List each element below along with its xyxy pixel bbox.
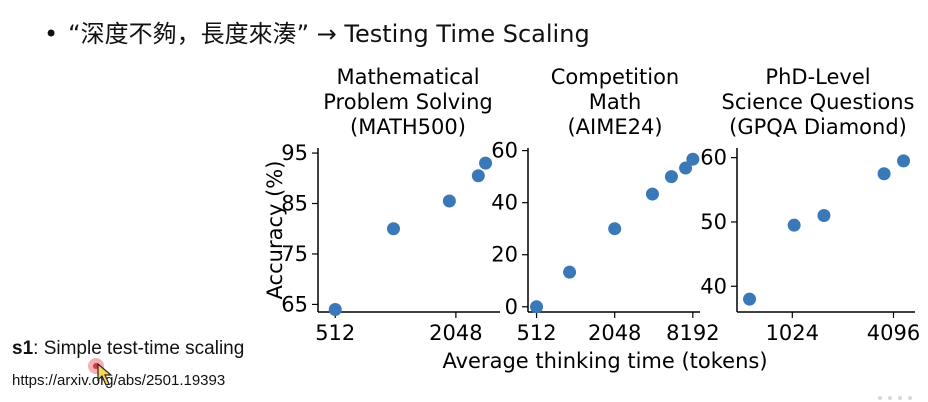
shared-x-axis-label: Average thinking time (tokens) (442, 349, 767, 373)
y-tick-label: 40 (700, 274, 727, 298)
data-point (787, 218, 801, 232)
data-point (471, 169, 485, 183)
pagination-dots-icon (878, 396, 912, 400)
y-tick-label: 60 (700, 146, 727, 170)
y-tick-label: 65 (281, 292, 308, 316)
chart-title-line: (GPQA Diamond) (729, 115, 907, 139)
data-point (686, 152, 700, 166)
x-tick-label: 1024 (766, 321, 819, 345)
slide-title: • “深度不夠，長度來湊” → Testing Time Scaling (44, 14, 590, 49)
data-point (608, 222, 622, 236)
chart-title-line: (MATH500) (350, 115, 466, 139)
bullet: • (44, 20, 59, 48)
data-point (645, 187, 659, 201)
y-tick-label: 50 (700, 210, 727, 234)
data-point (563, 265, 577, 279)
reference-label: s1: Simple test-time scaling (12, 338, 244, 360)
x-tick-label: 512 (315, 321, 355, 345)
data-point (743, 292, 757, 306)
y-tick-label: 20 (491, 243, 518, 267)
reference-name: s1 (12, 338, 34, 359)
y-tick-label: 0 (505, 295, 518, 319)
data-point (530, 300, 544, 314)
y-tick-label: 85 (281, 192, 308, 216)
chart-title-line: Science Questions (722, 90, 915, 114)
x-tick-label: 512 (516, 321, 556, 345)
x-tick-label: 2048 (588, 321, 641, 345)
data-point (386, 222, 400, 236)
title-text: “深度不夠，長度來湊” → Testing Time Scaling (68, 20, 590, 48)
data-point (328, 302, 342, 316)
y-tick-label: 75 (281, 242, 308, 266)
chart-title-line: Mathematical (336, 65, 479, 89)
data-point (442, 194, 456, 208)
chart-title-line: (AIME24) (567, 115, 662, 139)
reference-description: : Simple test-time scaling (33, 338, 245, 359)
data-point (664, 170, 678, 184)
x-tick-label: 4096 (867, 321, 920, 345)
y-axis-label: Accuracy (%) (263, 161, 287, 300)
chart-title-line: Math (589, 90, 642, 114)
chart-title-line: PhD-Level (765, 65, 870, 89)
data-point (877, 167, 891, 181)
data-point (817, 209, 831, 223)
reference-url[interactable]: https://arxiv.org/abs/2501.19393 (12, 372, 226, 389)
y-tick-label: 40 (491, 191, 518, 215)
pointer-cursor-icon (88, 358, 113, 386)
data-point (897, 154, 911, 168)
chart-title-line: Problem Solving (323, 90, 492, 114)
y-tick-label: 95 (281, 141, 308, 165)
x-tick-label: 2048 (429, 321, 482, 345)
x-tick-label: 8192 (666, 321, 719, 345)
chart-title-line: Competition (551, 65, 680, 89)
data-point (479, 156, 493, 170)
data-point (679, 161, 693, 175)
y-tick-label: 60 (491, 139, 518, 163)
